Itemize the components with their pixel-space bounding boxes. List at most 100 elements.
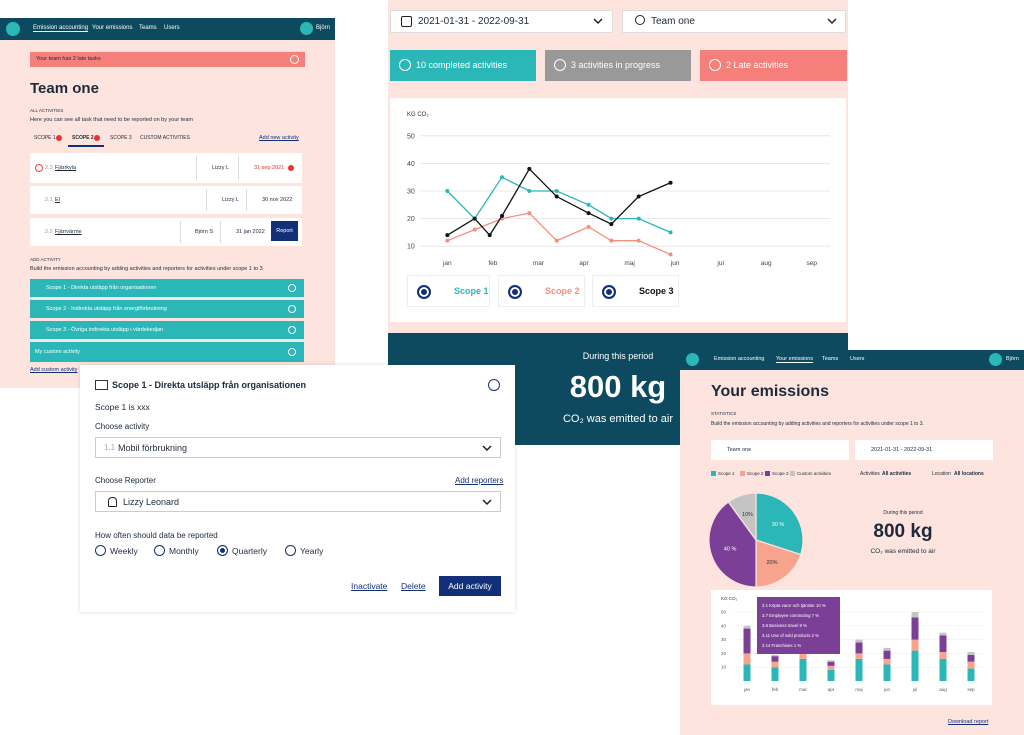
team-select[interactable]: Team one bbox=[711, 440, 849, 460]
nav-item[interactable]: Your emissions bbox=[776, 356, 814, 363]
legend-dot bbox=[508, 285, 522, 299]
bar-segment bbox=[883, 647, 891, 651]
submit[interactable]: Add activity bbox=[439, 576, 501, 596]
line bbox=[446, 167, 671, 237]
total: 800 kg bbox=[569, 369, 667, 404]
status-button[interactable]: 10 completed activities bbox=[390, 50, 536, 81]
team: Team one bbox=[727, 447, 752, 453]
point bbox=[609, 222, 614, 227]
filter-value[interactable]: All activities bbox=[882, 471, 912, 477]
radio[interactable] bbox=[95, 545, 106, 556]
nav-item[interactable]: Teams bbox=[139, 25, 157, 31]
bar-segment bbox=[743, 653, 751, 665]
divider bbox=[180, 221, 181, 243]
scope-bar[interactable]: My custom activity bbox=[30, 342, 304, 362]
avatar[interactable] bbox=[989, 353, 1002, 366]
nav-item[interactable]: Users bbox=[850, 356, 865, 362]
date-select[interactable]: 2021-01-31 - 2022-09-31 bbox=[855, 440, 993, 460]
nav-item[interactable]: Users bbox=[164, 25, 180, 31]
field-label: Choose Reporter bbox=[95, 476, 156, 485]
radio[interactable] bbox=[285, 545, 296, 556]
alert[interactable]: Your team has 2 late tasks bbox=[30, 52, 305, 67]
radio[interactable] bbox=[217, 545, 228, 556]
modal-title: Scope 1 - Direkta utsläpp från organisat… bbox=[112, 380, 307, 390]
reporter: Lizzy Leonard bbox=[123, 497, 180, 507]
point bbox=[472, 227, 477, 232]
link[interactable]: Add new activity bbox=[259, 135, 299, 141]
filter-label: Activities bbox=[860, 471, 880, 477]
truck-icon bbox=[95, 380, 108, 390]
slice-label: 40 % bbox=[724, 546, 737, 552]
report-button[interactable]: Report bbox=[271, 221, 298, 241]
bar-segment bbox=[771, 656, 779, 662]
activity-name[interactable]: Fjärrkyla bbox=[55, 165, 77, 171]
download[interactable]: Download report bbox=[948, 719, 989, 725]
bar-segment bbox=[743, 664, 751, 681]
y-tick-label: 10 bbox=[721, 665, 727, 670]
tab[interactable]: SCOPE 3 bbox=[110, 135, 132, 141]
point bbox=[636, 194, 641, 199]
tab[interactable]: SCOPE 1 bbox=[34, 135, 56, 141]
inactivate[interactable]: Inactivate bbox=[351, 581, 388, 591]
nav-item[interactable]: Emission accounting bbox=[33, 25, 89, 32]
legend-label: Scope 2 bbox=[747, 471, 764, 476]
divider bbox=[238, 156, 239, 180]
bar-segment bbox=[799, 653, 807, 659]
section-text: Build the emission accounting by adding … bbox=[30, 266, 263, 272]
filter-value[interactable]: All locations bbox=[954, 471, 984, 477]
y-tick-label: 50 bbox=[721, 610, 727, 615]
legend-label: Scope 1 bbox=[454, 286, 489, 296]
point bbox=[668, 230, 673, 235]
tab[interactable]: SCOPE 2 bbox=[72, 135, 94, 141]
date: 31 sep 2021 bbox=[254, 165, 285, 171]
chevron bbox=[482, 499, 492, 506]
activity-select[interactable]: 1.1 Mobil förbrukning bbox=[95, 437, 501, 458]
point bbox=[586, 211, 591, 216]
point bbox=[586, 224, 591, 229]
y-tick-label: 50 bbox=[407, 133, 415, 140]
status-button[interactable]: 3 activities in progress bbox=[545, 50, 691, 81]
avatar[interactable] bbox=[300, 22, 313, 35]
link[interactable]: Add reporters bbox=[455, 476, 504, 485]
activity-row[interactable]: 2.1 El Lizzy L 30 nov 2022 bbox=[30, 186, 302, 214]
x-tick-label: mar bbox=[799, 687, 807, 692]
status-icon bbox=[399, 59, 411, 71]
scope-bar[interactable]: Scope 3 - Övriga indirekta utsläpp i vär… bbox=[30, 321, 304, 339]
legend-button[interactable]: Scope 3 bbox=[592, 275, 679, 307]
point bbox=[609, 238, 614, 243]
status-button[interactable]: 2 Late activities bbox=[700, 50, 847, 81]
reporter-select[interactable]: Lizzy Leonard bbox=[95, 491, 501, 512]
x-tick-label: apr bbox=[579, 260, 589, 267]
team-select[interactable]: Team one bbox=[622, 10, 846, 33]
nav-item[interactable]: Emission accounting bbox=[714, 356, 765, 362]
pie-slice bbox=[708, 501, 757, 588]
plus-icon bbox=[288, 326, 296, 334]
scope-bar[interactable]: Scope 1 - Direkta utsläpp från organisat… bbox=[30, 279, 304, 297]
delete[interactable]: Delete bbox=[401, 581, 426, 591]
activity-name[interactable]: El bbox=[55, 197, 60, 203]
bar-segment bbox=[883, 650, 891, 659]
activity-row[interactable]: 2.2 Fjärrvärme Björn S 31 jan 2022 Repor… bbox=[30, 218, 302, 246]
radio[interactable] bbox=[154, 545, 165, 556]
scope-bar[interactable]: Scope 2 - Indirekta utsläpp från energif… bbox=[30, 300, 304, 318]
legend-swatch bbox=[765, 471, 770, 476]
slice-label: 30 % bbox=[772, 522, 785, 528]
close-button[interactable] bbox=[488, 379, 500, 391]
x-tick-label: sep bbox=[967, 687, 975, 692]
x-tick-label: sep bbox=[807, 260, 818, 267]
title: Your emissions bbox=[711, 383, 829, 400]
activity-row[interactable]: 2.3 Fjärrkyla Lizzy L 31 sep 2021 bbox=[30, 153, 302, 183]
activity-name[interactable]: Fjärrvärme bbox=[55, 229, 82, 235]
divider bbox=[246, 189, 247, 211]
link[interactable]: Add custom activity bbox=[30, 367, 78, 373]
bar-segment bbox=[883, 664, 891, 681]
scope-label: Scope 2 - Indirekta utsläpp från energif… bbox=[46, 306, 167, 312]
nav-item[interactable]: Teams bbox=[822, 356, 839, 362]
legend-button[interactable]: Scope 1 bbox=[407, 275, 490, 307]
point bbox=[609, 216, 614, 221]
legend-button[interactable]: Scope 2 bbox=[498, 275, 585, 307]
date-select[interactable]: 2021-01-31 - 2022-09-31 bbox=[390, 10, 613, 33]
tab[interactable]: CUSTOM ACTIVITIES bbox=[140, 135, 190, 141]
nav-item[interactable]: Your emissions bbox=[92, 25, 133, 31]
slice-label: 10% bbox=[742, 512, 753, 518]
